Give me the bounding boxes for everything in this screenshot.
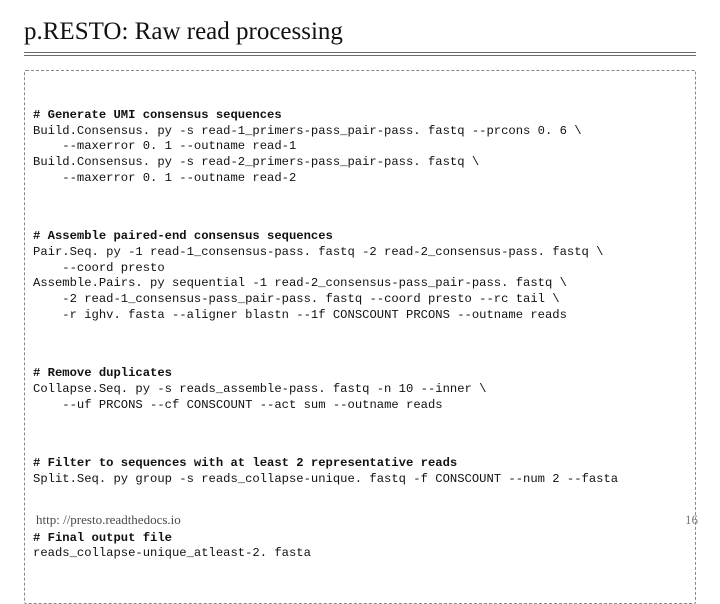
code-line: Collapse.Seq. py -s reads_assemble-pass.… [33,382,486,396]
code-comment: # Remove duplicates [33,366,172,380]
code-line: --maxerror 0. 1 --outname read-2 [33,171,296,185]
slide-title: p.RESTO: Raw read processing [24,18,696,56]
code-line: Split.Seq. py group -s reads_collapse-un… [33,472,618,486]
code-block: # Final output file reads_collapse-uniqu… [33,531,687,562]
code-line: Build.Consensus. py -s read-1_primers-pa… [33,124,582,138]
code-line: --maxerror 0. 1 --outname read-1 [33,139,296,153]
code-line: --uf PRCONS --cf CONSCOUNT --act sum --o… [33,398,443,412]
code-line: Pair.Seq. py -1 read-1_consensus-pass. f… [33,245,603,259]
footer-url: http: //presto.readthedocs.io [36,512,181,528]
code-block: # Filter to sequences with at least 2 re… [33,456,687,487]
code-line: reads_collapse-unique_atleast-2. fasta [33,546,311,560]
code-comment: # Filter to sequences with at least 2 re… [33,456,457,470]
page-number: 16 [685,512,698,528]
code-block: # Assemble paired-end consensus sequence… [33,229,687,323]
code-line: Assemble.Pairs. py sequential -1 read-2_… [33,276,567,290]
slide: p.RESTO: Raw read processing # Generate … [0,0,720,540]
code-line: -2 read-1_consensus-pass_pair-pass. fast… [33,292,560,306]
code-line: Build.Consensus. py -s read-2_primers-pa… [33,155,479,169]
code-line: -r ighv. fasta --aligner blastn --1f CON… [33,308,567,322]
code-line: --coord presto [33,261,165,275]
code-comment: # Assemble paired-end consensus sequence… [33,229,333,243]
code-block: # Remove duplicates Collapse.Seq. py -s … [33,366,687,413]
code-block: # Generate UMI consensus sequences Build… [33,108,687,186]
code-comment: # Generate UMI consensus sequences [33,108,282,122]
code-comment: # Final output file [33,531,172,545]
